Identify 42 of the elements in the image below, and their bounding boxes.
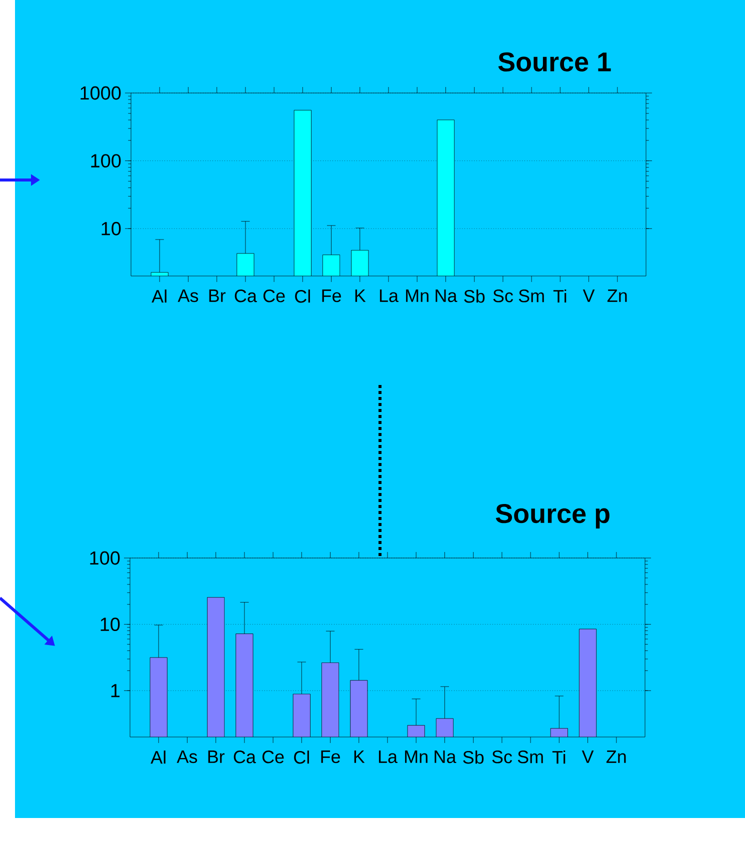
x-tick-label: Ce [262, 750, 284, 764]
x-tick-label: Mn [406, 290, 428, 302]
y-tick-label: 10 [100, 618, 120, 632]
x-tick-label: Zn [606, 750, 626, 763]
x-tick-label: V [582, 750, 594, 763]
x-tick-label: Cl [294, 750, 309, 764]
x-tick-label: Fe [321, 750, 340, 764]
y-tick-label: 10 [102, 222, 121, 236]
x-tick-label: Cl [295, 290, 310, 303]
x-tick-label: La [378, 750, 398, 764]
y-tick-label: 1000 [80, 86, 121, 100]
x-tick-label: Fe [322, 290, 341, 302]
x-tick-label: Ti [552, 750, 566, 764]
x-tick-label: As [176, 750, 198, 764]
x-tick-label: Ti [553, 290, 566, 303]
x-tick-label: K [354, 750, 365, 763]
y-tick-label: 1 [111, 684, 120, 698]
x-tick-label: Br [208, 750, 225, 763]
x-tick-label: Sm [518, 290, 544, 302]
x-tick-label: Br [209, 290, 226, 302]
x-tick-label: Al [152, 290, 166, 303]
x-tick-label: Sc [492, 750, 512, 764]
y-tick-label: 100 [90, 551, 120, 565]
x-tick-label: Na [436, 290, 458, 302]
y-tick-label: 100 [91, 154, 121, 168]
x-tick-label: Ce [263, 290, 285, 302]
x-tick-label: Sb [463, 750, 484, 764]
x-tick-label: Sb [464, 290, 485, 303]
chart-title: Source p [496, 504, 610, 528]
chart-title: Source 1 [498, 52, 611, 72]
x-tick-label: Zn [607, 290, 627, 302]
x-tick-label: As [178, 290, 198, 302]
x-tick-label: La [380, 290, 399, 302]
x-tick-label: Ca [234, 750, 256, 764]
x-tick-label: Mn [405, 750, 428, 763]
x-tick-label: V [582, 290, 595, 302]
x-tick-label: Sc [493, 290, 513, 302]
x-tick-label: Al [150, 750, 166, 764]
x-tick-label: Sm [518, 750, 543, 764]
x-tick-label: Ca [234, 290, 257, 302]
x-tick-label: Na [434, 750, 456, 764]
x-tick-label: K [355, 290, 366, 302]
